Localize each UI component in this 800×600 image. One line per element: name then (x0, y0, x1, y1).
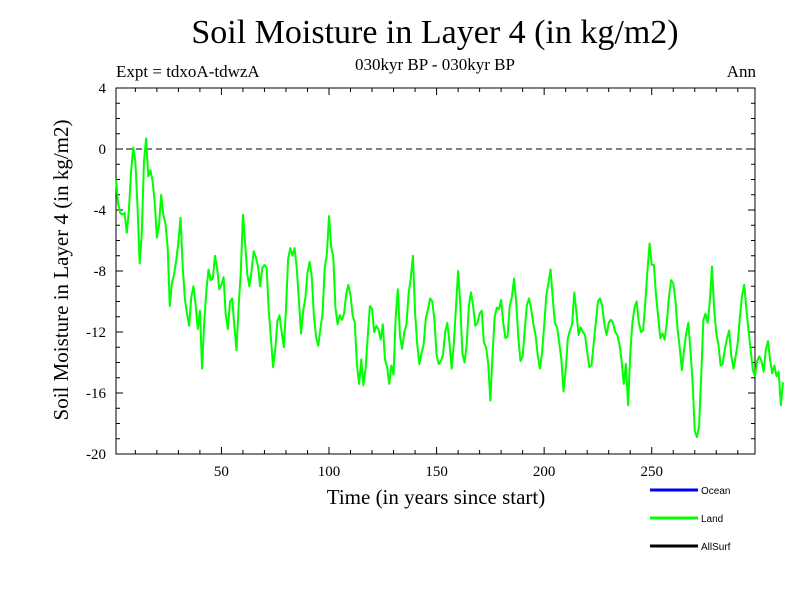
season-label: Ann (726, 62, 756, 81)
y-tick-label: -4 (94, 203, 107, 219)
x-axis-label: Time (in years since start) (327, 485, 546, 509)
y-tick-label: 4 (99, 81, 107, 97)
axes: 4 0 -4 -8 -12 -16 -20 50 100 150 200 250 (86, 81, 756, 480)
legend-label-allsurf: AllSurf (701, 542, 731, 553)
x-tick-label: 250 (640, 464, 663, 480)
plot-frame (115, 87, 756, 455)
y-tick-label: -16 (86, 386, 106, 402)
legend: Ocean Land AllSurf (650, 486, 731, 553)
x-tick-label: 50 (214, 464, 229, 480)
x-tick-label: 100 (318, 464, 341, 480)
period-label: 030kyr BP - 030kyr BP (355, 55, 515, 74)
x-tick-label: 200 (533, 464, 556, 480)
y-tick-label: -20 (86, 447, 106, 463)
y-tick-label: -8 (94, 264, 107, 280)
y-tick-label: 0 (99, 142, 107, 158)
chart-title: Soil Moisture in Layer 4 (in kg/m2) (191, 14, 679, 51)
y-tick-label: -12 (86, 325, 106, 341)
legend-label-ocean: Ocean (701, 486, 730, 497)
experiment-label: Expt = tdxoA-tdwzA (116, 62, 260, 81)
legend-label-land: Land (701, 514, 723, 525)
y-axis-label: Soil Moisture in Layer 4 (in kg/m2) (49, 120, 73, 421)
series-layer (115, 137, 784, 439)
series-line-land (115, 137, 784, 439)
x-tick-label: 150 (425, 464, 448, 480)
